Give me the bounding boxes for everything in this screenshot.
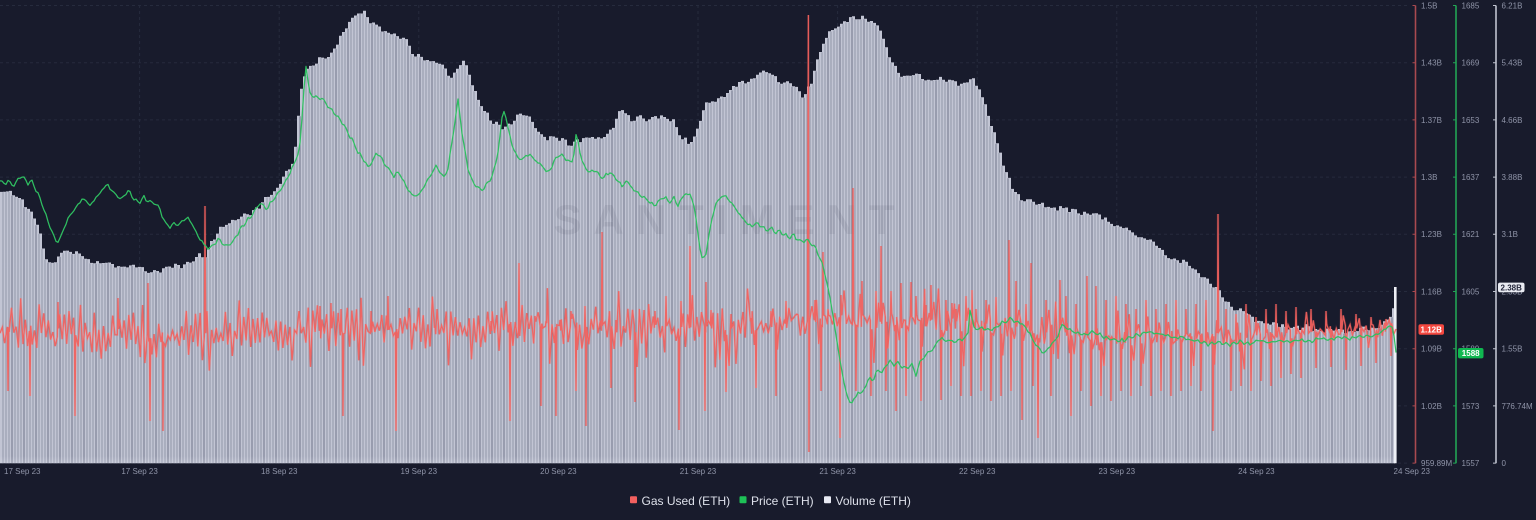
svg-text:Gas Used (ETH): Gas Used (ETH) — [642, 494, 731, 508]
svg-text:21 Sep 23: 21 Sep 23 — [819, 467, 856, 476]
svg-text:1.09B: 1.09B — [1421, 345, 1442, 354]
svg-text:22 Sep 23: 22 Sep 23 — [959, 467, 996, 476]
svg-text:1557: 1557 — [1462, 459, 1480, 468]
svg-text:4.66B: 4.66B — [1502, 116, 1523, 125]
svg-text:959.89M: 959.89M — [1421, 459, 1452, 468]
svg-text:1.37B: 1.37B — [1421, 116, 1442, 125]
svg-text:3.1B: 3.1B — [1502, 230, 1518, 239]
svg-text:21 Sep 23: 21 Sep 23 — [680, 467, 717, 476]
svg-text:6.21B: 6.21B — [1502, 1, 1523, 10]
svg-text:1605: 1605 — [1462, 287, 1480, 296]
svg-text:24 Sep 23: 24 Sep 23 — [1238, 467, 1275, 476]
svg-text:5.43B: 5.43B — [1502, 59, 1523, 68]
svg-text:23 Sep 23: 23 Sep 23 — [1099, 467, 1136, 476]
svg-text:1637: 1637 — [1462, 173, 1480, 182]
svg-text:1621: 1621 — [1462, 230, 1480, 239]
svg-text:3.88B: 3.88B — [1502, 173, 1523, 182]
svg-text:19 Sep 23: 19 Sep 23 — [401, 467, 438, 476]
svg-text:1.55B: 1.55B — [1502, 345, 1523, 354]
svg-text:17 Sep 23: 17 Sep 23 — [4, 467, 41, 476]
svg-text:2.38B: 2.38B — [1501, 283, 1523, 292]
svg-text:1588: 1588 — [1462, 349, 1480, 358]
svg-text:17 Sep 23: 17 Sep 23 — [121, 467, 158, 476]
svg-text:Volume (ETH): Volume (ETH) — [836, 494, 911, 508]
svg-text:1.02B: 1.02B — [1421, 402, 1442, 411]
svg-text:20 Sep 23: 20 Sep 23 — [540, 467, 577, 476]
svg-text:1.16B: 1.16B — [1421, 287, 1442, 296]
svg-text:Price (ETH): Price (ETH) — [751, 494, 814, 508]
svg-text:1653: 1653 — [1462, 116, 1480, 125]
svg-text:SANTIMENT: SANTIMENT — [554, 196, 907, 243]
svg-text:1.12B: 1.12B — [1421, 326, 1443, 335]
svg-text:1.23B: 1.23B — [1421, 230, 1442, 239]
svg-text:1.3B: 1.3B — [1421, 173, 1437, 182]
svg-text:1.43B: 1.43B — [1421, 59, 1442, 68]
svg-text:0: 0 — [1502, 459, 1507, 468]
svg-text:24 Sep 23: 24 Sep 23 — [1394, 467, 1431, 476]
svg-text:1573: 1573 — [1462, 402, 1480, 411]
svg-text:776.74M: 776.74M — [1502, 402, 1533, 411]
svg-text:1685: 1685 — [1462, 1, 1480, 10]
svg-text:1.5B: 1.5B — [1421, 1, 1437, 10]
svg-text:18 Sep 23: 18 Sep 23 — [261, 467, 298, 476]
svg-text:1669: 1669 — [1462, 59, 1480, 68]
